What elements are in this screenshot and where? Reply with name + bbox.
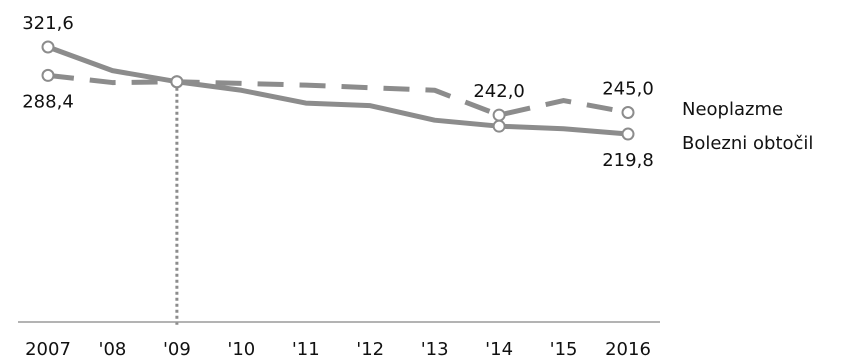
data-point-marker (170, 75, 184, 89)
data-point-marker (41, 68, 55, 82)
series-line-neoplazme (47, 72, 629, 118)
x-tick-label: '10 (227, 339, 255, 357)
x-tick-label: 2007 (25, 339, 71, 357)
series-line-bolezni-obtocil (47, 44, 629, 137)
label-layer: 321,6 288,4 242,0 245,0 219,8 (22, 13, 654, 171)
legend-label: Bolezni obtočil (682, 133, 813, 154)
data-point-marker (492, 108, 506, 122)
x-tick-label: '13 (421, 339, 449, 357)
legend-label: Neoplazme (682, 99, 783, 120)
series-layer (47, 44, 629, 137)
data-point-marker (621, 127, 635, 141)
x-tick-label: '08 (99, 339, 127, 357)
data-label: 242,0 (473, 81, 525, 102)
tick-layer: 2007 '08 '09 '10 '11 '12 '13 '14 '15 2016 (25, 339, 651, 357)
x-tick-label: '09 (163, 339, 191, 357)
x-tick-label: '14 (485, 339, 513, 357)
data-point-marker (41, 40, 55, 54)
x-tick-label: '12 (356, 339, 384, 357)
x-tick-label: '11 (292, 339, 320, 357)
x-tick-label: '15 (550, 339, 578, 357)
data-label: 219,8 (602, 150, 654, 171)
data-label: 288,4 (22, 91, 74, 112)
x-tick-label: 2016 (605, 339, 651, 357)
marker-layer (41, 40, 635, 141)
data-label: 321,6 (22, 13, 74, 34)
data-point-marker (621, 106, 635, 120)
data-label: 245,0 (602, 79, 654, 100)
data-point-marker (492, 119, 506, 133)
legend-layer: Neoplazme Bolezni obtočil (682, 99, 813, 154)
